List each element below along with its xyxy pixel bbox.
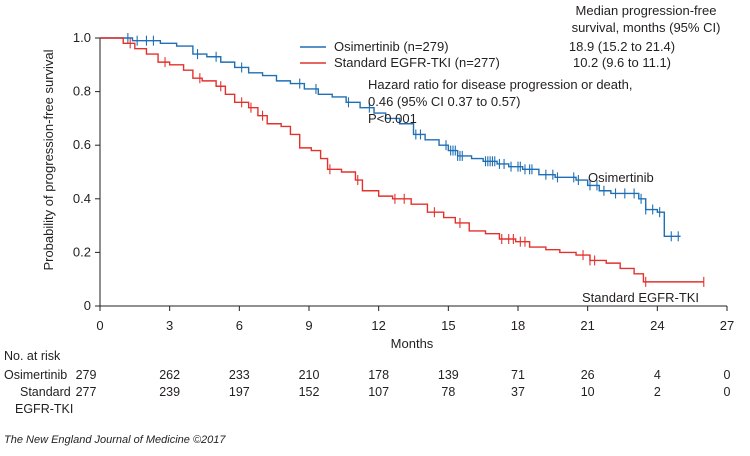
at-risk-value-standard: 239 (159, 385, 180, 399)
x-tick-label: 27 (720, 318, 734, 333)
x-tick-label: 3 (166, 318, 173, 333)
km-curve-osimertinib (100, 37, 681, 238)
hazard-line3: P<0.001 (368, 111, 417, 126)
at-risk-value-osimertinib: 0 (724, 368, 731, 382)
median-header-line1: Median progression-free (576, 3, 717, 18)
y-axis-label: Probability of progression-free survival (41, 49, 56, 270)
at-risk-value-standard: 10 (581, 385, 595, 399)
at-risk-value-standard: 2 (654, 385, 661, 399)
y-tick-label: 0.4 (73, 191, 91, 206)
at-risk-table: No. at risk Osimertinib Standard EGFR-TK… (4, 349, 731, 416)
curve-label-standard: Standard EGFR-TKI (582, 290, 699, 305)
hazard-line2: 0.46 (95% CI 0.37 to 0.57) (368, 94, 520, 109)
at-risk-value-standard: 197 (229, 385, 250, 399)
journal-credit: The New England Journal of Medicine ©201… (4, 434, 226, 446)
y-axis: 0 0.2 0.4 0.6 0.8 1.0 (73, 30, 101, 313)
median-pfs-annotation: Median progression-free survival, months… (569, 3, 721, 70)
at-risk-header: No. at risk (4, 349, 61, 363)
x-tick-label: 9 (305, 318, 312, 333)
at-risk-value-standard: 152 (299, 385, 320, 399)
at-risk-value-osimertinib: 4 (654, 368, 661, 382)
y-tick-label: 1.0 (73, 30, 91, 45)
at-risk-value-standard: 277 (76, 385, 97, 399)
y-tick-label: 0 (84, 298, 91, 313)
at-risk-value-osimertinib: 26 (581, 368, 595, 382)
km-curve-standard (100, 37, 704, 283)
at-risk-value-standard: 0 (724, 385, 731, 399)
at-risk-row-label-osimertinib: Osimertinib (4, 368, 67, 382)
at-risk-value-standard: 78 (441, 385, 455, 399)
x-tick-label: 0 (96, 318, 103, 333)
legend-label-osimertinib: Osimertinib (n=279) (334, 39, 449, 54)
legend: Osimertinib (n=279) Standard EGFR-TKI (n… (300, 39, 500, 70)
x-tick-label: 15 (441, 318, 455, 333)
at-risk-value-osimertinib: 178 (368, 368, 389, 382)
at-risk-value-osimertinib: 71 (511, 368, 525, 382)
y-tick-label: 0.2 (73, 244, 91, 259)
median-osimertinib: 18.9 (15.2 to 21.4) (569, 39, 675, 54)
at-risk-value-osimertinib: 139 (438, 368, 459, 382)
x-tick-label: 12 (371, 318, 385, 333)
series-group (100, 33, 705, 287)
hazard-ratio-annotation: Hazard ratio for disease progression or … (368, 77, 632, 126)
at-risk-value-standard: 37 (511, 385, 525, 399)
y-tick-label: 0.8 (73, 84, 91, 99)
x-axis: 0 3 6 9 12 15 18 21 24 27 (96, 305, 734, 333)
x-tick-label: 24 (650, 318, 664, 333)
y-tick-label: 0.6 (73, 137, 91, 152)
median-standard: 10.2 (9.6 to 11.1) (573, 55, 671, 70)
at-risk-value-osimertinib: 262 (159, 368, 180, 382)
at-risk-value-standard: 107 (368, 385, 389, 399)
median-header-line2: survival, months (95% CI) (572, 20, 721, 35)
curve-label-osimertinib: Osimertinib (588, 170, 654, 185)
at-risk-row-label-standard: Standard (20, 385, 71, 399)
at-risk-value-osimertinib: 210 (299, 368, 320, 382)
legend-label-standard: Standard EGFR-TKI (n=277) (334, 55, 500, 70)
x-tick-label: 21 (580, 318, 594, 333)
hazard-line1: Hazard ratio for disease progression or … (368, 77, 632, 92)
at-risk-value-osimertinib: 233 (229, 368, 250, 382)
x-tick-label: 18 (511, 318, 525, 333)
at-risk-row-label-egfr: EGFR-TKI (15, 402, 73, 416)
x-tick-label: 6 (236, 318, 243, 333)
x-axis-label: Months (391, 336, 434, 351)
at-risk-value-osimertinib: 279 (76, 368, 97, 382)
